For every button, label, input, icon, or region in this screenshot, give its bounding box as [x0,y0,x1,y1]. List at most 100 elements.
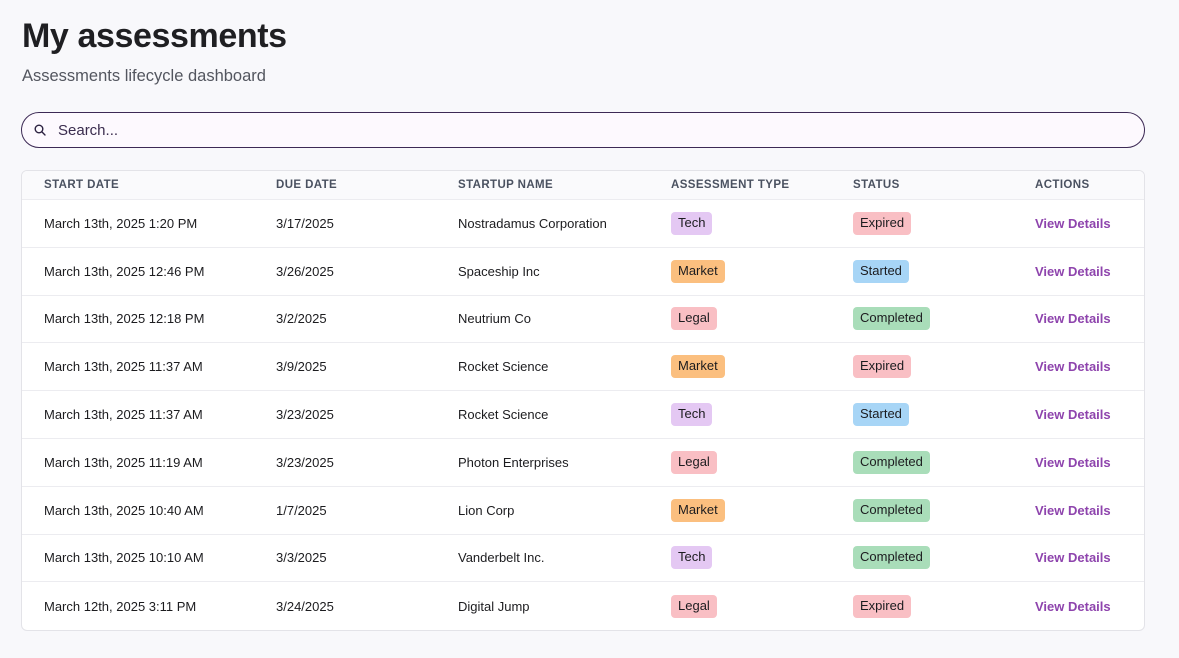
column-header-due-date: DUE DATE [276,179,338,191]
assessment-type-badge: Legal [671,450,717,474]
view-details-link[interactable]: View Details [1035,215,1111,231]
column-header-status: STATUS [853,179,900,191]
table-row: March 13th, 2025 12:18 PM 3/2/2025 Neutriu… [22,296,1144,344]
assessment-type-badge: Tech [671,403,713,427]
assessment-type-cell: Tech [649,211,831,235]
search-input[interactable] [58,115,1144,145]
status-badge: Completed [853,498,930,522]
due-date-cell: 3/23/2025 [276,454,334,470]
view-details-link[interactable]: View Details [1035,550,1111,566]
startup-name-cell: Rocket Science [458,407,549,423]
status-cell: Started [831,403,1013,427]
status-badge: Completed [853,450,930,474]
column-header-assessment-type: ASSESSMENT TYPE [671,179,790,191]
view-details-link[interactable]: View Details [1035,311,1111,327]
table-header: START DATE DUE DATE STARTUP NAME ASSESSM… [22,171,1144,200]
status-badge: Expired [853,594,912,618]
actions-cell: View Details [1013,359,1144,374]
startup-name-cell: Nostradamus Corporation [458,215,607,231]
start-date-cell: March 13th, 2025 11:37 AM [44,359,203,375]
start-date-cell: March 13th, 2025 12:18 PM [44,311,205,327]
assessment-type-cell: Market [649,498,831,522]
search-icon [33,123,47,137]
due-date-cell: 3/2/2025 [276,311,327,327]
column-header-actions: ACTIONS [1035,179,1090,191]
actions-cell: View Details [1013,550,1144,565]
assessment-type-badge: Tech [671,546,713,570]
actions-cell: View Details [1013,216,1144,231]
view-details-link[interactable]: View Details [1035,407,1111,423]
status-cell: Started [831,259,1013,283]
page-subtitle: Assessments lifecycle dashboard [22,67,266,85]
status-badge: Expired [853,355,912,379]
status-cell: Expired [831,211,1013,235]
table-row: March 13th, 2025 1:20 PM 3/17/2025 Nostrad… [22,200,1144,248]
table-row: March 13th, 2025 11:37 AM 3/9/2025 Rocket … [22,343,1144,392]
startup-name-cell: Spaceship Inc [458,263,540,279]
status-badge: Started [853,403,909,427]
status-cell: Completed [831,307,1013,331]
start-date-cell: March 13th, 2025 10:40 AM [44,502,204,518]
actions-cell: View Details [1013,407,1144,422]
column-header-start-date: START DATE [44,179,120,191]
view-details-link[interactable]: View Details [1035,502,1111,518]
table-row: March 13th, 2025 10:10 AM 3/3/2025 Vanderb… [22,535,1144,583]
status-badge: Expired [853,211,912,235]
table-row: March 12th, 2025 3:11 PM 3/24/2025 Digital… [22,582,1144,630]
status-cell: Expired [831,355,1013,379]
start-date-cell: March 12th, 2025 3:11 PM [44,598,197,614]
table-row: March 13th, 2025 11:19 AM 3/23/2025 Photon… [22,439,1144,487]
assessment-type-cell: Legal [649,450,831,474]
start-date-cell: March 13th, 2025 11:19 AM [44,454,203,470]
startup-name-cell: Vanderbelt Inc. [458,550,545,566]
status-cell: Completed [831,450,1013,474]
assessment-type-cell: Market [649,259,831,283]
due-date-cell: 1/7/2025 [276,502,327,518]
actions-cell: View Details [1013,311,1144,326]
search-bar[interactable] [21,112,1145,148]
startup-name-cell: Neutrium Co [458,311,531,327]
due-date-cell: 3/17/2025 [276,215,334,231]
due-date-cell: 3/26/2025 [276,263,334,279]
assessment-type-badge: Legal [671,594,717,618]
view-details-link[interactable]: View Details [1035,454,1111,470]
due-date-cell: 3/24/2025 [276,598,334,614]
startup-name-cell: Photon Enterprises [458,454,569,470]
start-date-cell: March 13th, 2025 1:20 PM [44,215,198,231]
assessment-type-badge: Tech [671,211,713,235]
assessment-type-cell: Market [649,355,831,379]
assessment-type-badge: Legal [671,307,717,331]
status-badge: Started [853,259,909,283]
assessment-type-badge: Market [671,498,725,522]
start-date-cell: March 13th, 2025 11:37 AM [44,407,203,423]
view-details-link[interactable]: View Details [1035,263,1111,279]
startup-name-cell: Digital Jump [458,598,530,614]
assessment-type-cell: Legal [649,307,831,331]
assessment-type-cell: Legal [649,594,831,618]
start-date-cell: March 13th, 2025 12:46 PM [44,263,205,279]
due-date-cell: 3/3/2025 [276,550,327,566]
due-date-cell: 3/23/2025 [276,407,334,423]
startup-name-cell: Rocket Science [458,359,549,375]
actions-cell: View Details [1013,503,1144,518]
actions-cell: View Details [1013,264,1144,279]
table-body: March 13th, 2025 1:20 PM 3/17/2025 Nostrad… [22,200,1144,630]
page-title: My assessments [22,17,287,55]
table-row: March 13th, 2025 11:37 AM 3/23/2025 Rocket… [22,391,1144,439]
status-cell: Expired [831,594,1013,618]
status-badge: Completed [853,546,930,570]
start-date-cell: March 13th, 2025 10:10 AM [44,550,204,566]
status-cell: Completed [831,498,1013,522]
assessments-table: START DATE DUE DATE STARTUP NAME ASSESSM… [21,170,1145,631]
actions-cell: View Details [1013,599,1144,614]
column-header-startup-name: STARTUP NAME [458,179,554,191]
view-details-link[interactable]: View Details [1035,359,1111,375]
actions-cell: View Details [1013,455,1144,470]
due-date-cell: 3/9/2025 [276,359,327,375]
assessment-type-badge: Market [671,355,725,379]
table-row: March 13th, 2025 12:46 PM 3/26/2025 Spaces… [22,248,1144,296]
view-details-link[interactable]: View Details [1035,598,1111,614]
status-cell: Completed [831,546,1013,570]
table-row: March 13th, 2025 10:40 AM 1/7/2025 Lion Co… [22,487,1144,535]
